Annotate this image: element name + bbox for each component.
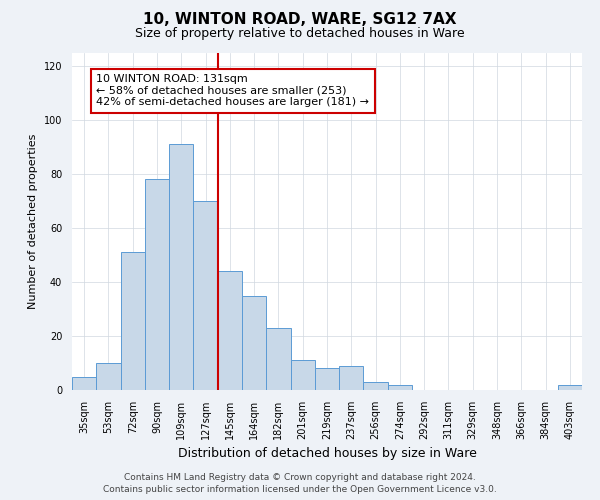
Bar	[193, 201, 218, 390]
Bar	[364, 382, 388, 390]
Text: Contains HM Land Registry data © Crown copyright and database right 2024.
Contai: Contains HM Land Registry data © Crown c…	[103, 472, 497, 494]
Bar	[96, 363, 121, 390]
Bar	[339, 366, 364, 390]
Bar	[242, 296, 266, 390]
Bar	[315, 368, 339, 390]
X-axis label: Distribution of detached houses by size in Ware: Distribution of detached houses by size …	[178, 448, 476, 460]
Text: 10, WINTON ROAD, WARE, SG12 7AX: 10, WINTON ROAD, WARE, SG12 7AX	[143, 12, 457, 28]
Bar	[72, 376, 96, 390]
Bar	[218, 271, 242, 390]
Bar	[558, 384, 582, 390]
Text: 10 WINTON ROAD: 131sqm
← 58% of detached houses are smaller (253)
42% of semi-de: 10 WINTON ROAD: 131sqm ← 58% of detached…	[96, 74, 369, 108]
Bar	[145, 180, 169, 390]
Bar	[388, 384, 412, 390]
Y-axis label: Number of detached properties: Number of detached properties	[28, 134, 38, 309]
Text: Size of property relative to detached houses in Ware: Size of property relative to detached ho…	[135, 28, 465, 40]
Bar	[290, 360, 315, 390]
Bar	[169, 144, 193, 390]
Bar	[121, 252, 145, 390]
Bar	[266, 328, 290, 390]
